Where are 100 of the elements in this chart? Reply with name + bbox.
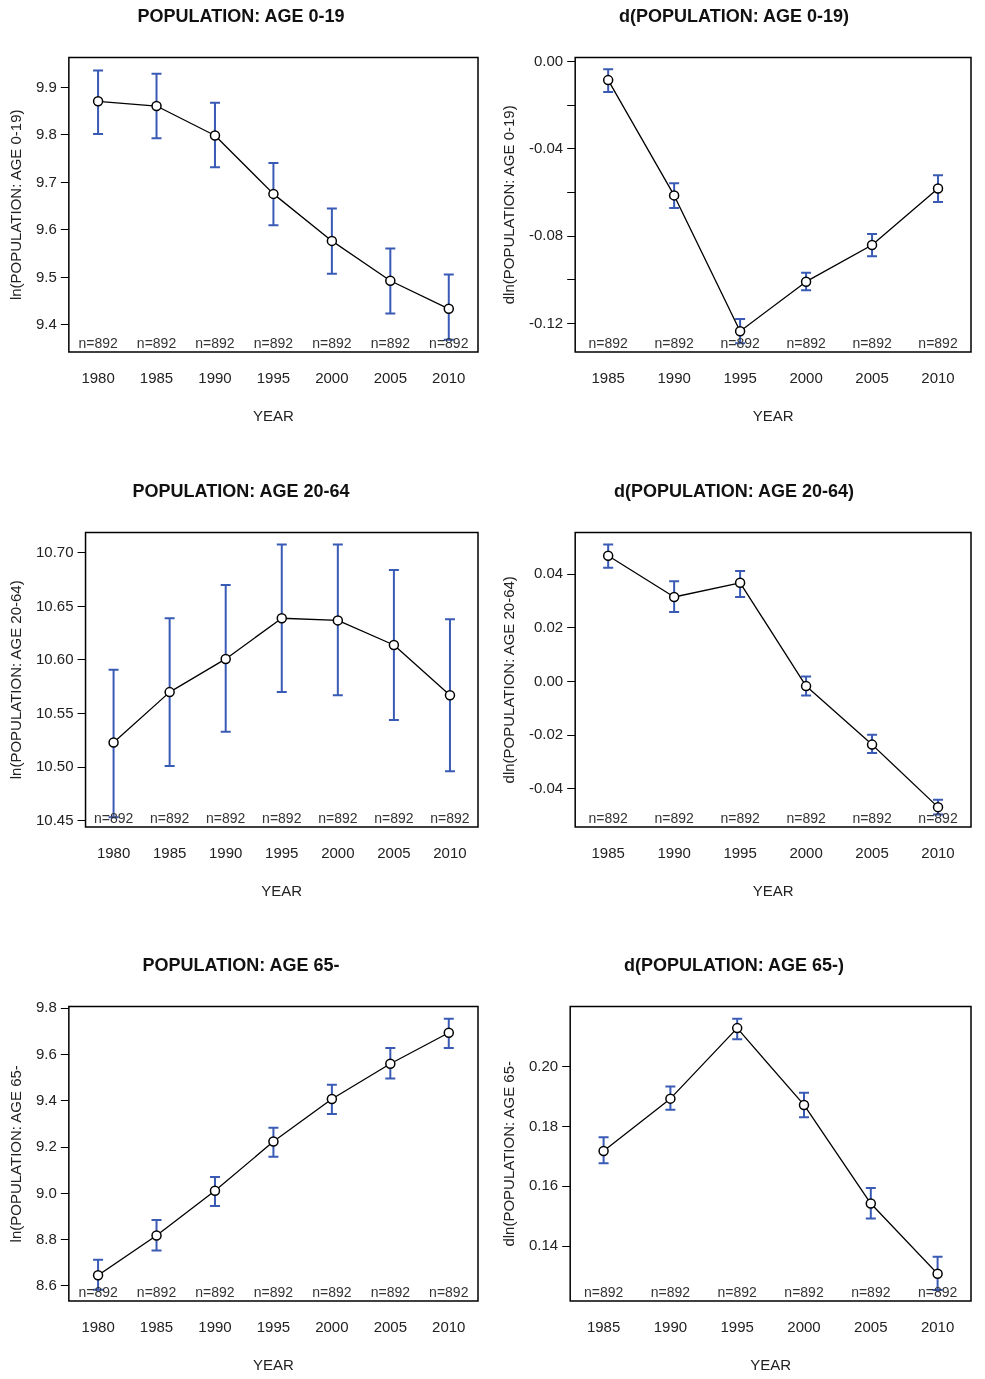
point bbox=[800, 276, 812, 287]
point bbox=[151, 1230, 162, 1241]
chart-title: POPULATION: AGE 0-19 bbox=[137, 5, 345, 26]
x-axis-title: YEAR bbox=[261, 882, 303, 900]
annotation: n=892 bbox=[720, 809, 760, 826]
x-axis-title: YEAR bbox=[253, 1356, 295, 1374]
point bbox=[668, 591, 680, 603]
point bbox=[665, 1093, 676, 1104]
x-tick-label: 1985 bbox=[591, 844, 625, 862]
point bbox=[800, 680, 812, 692]
x-tick-label: 1995 bbox=[256, 369, 291, 387]
annotation: n=892 bbox=[918, 334, 958, 351]
y-tick-label: 10.70 bbox=[35, 543, 74, 561]
y-axis-title: ln(POPULATION: AGE 20-64) bbox=[7, 580, 25, 780]
x-tick-label: 2000 bbox=[321, 844, 355, 862]
x-tick-label: 2000 bbox=[787, 1318, 821, 1336]
y-tick-label: 8.6 bbox=[35, 1276, 57, 1294]
annotation: n=892 bbox=[851, 1283, 891, 1300]
annotation: n=892 bbox=[852, 809, 892, 826]
y-axis-title: dln(POPULATION: AGE 65- bbox=[500, 1060, 518, 1247]
y-tick-label: 0.04 bbox=[533, 564, 564, 582]
annotation: n=892 bbox=[370, 334, 411, 351]
y-tick-label: -0.08 bbox=[528, 226, 564, 244]
point bbox=[932, 183, 944, 194]
annotation: n=892 bbox=[720, 334, 760, 351]
y-tick-label: 0.00 bbox=[533, 51, 564, 69]
point bbox=[164, 686, 175, 698]
point bbox=[443, 303, 455, 315]
annotation: n=892 bbox=[918, 809, 958, 826]
annotation: n=892 bbox=[312, 334, 352, 351]
y-tick-label: 10.65 bbox=[35, 596, 74, 614]
x-tick-label: 2010 bbox=[433, 844, 467, 862]
y-tick-label: 8.8 bbox=[35, 1229, 57, 1247]
x-tick-label: 1980 bbox=[96, 844, 131, 862]
chart-title: d(POPULATION: AGE 0-19) bbox=[618, 5, 850, 26]
chart-title: POPULATION: AGE 20-64 bbox=[132, 480, 350, 501]
point bbox=[209, 1185, 221, 1197]
annotation: n=892 bbox=[588, 809, 629, 826]
point bbox=[866, 239, 878, 251]
point bbox=[866, 739, 878, 750]
x-tick-label: 1985 bbox=[139, 369, 174, 387]
point bbox=[209, 130, 221, 141]
point bbox=[276, 612, 288, 624]
point bbox=[388, 639, 400, 651]
annotation: n=892 bbox=[588, 334, 629, 351]
y-tick-label: 9.6 bbox=[35, 1044, 57, 1062]
x-tick-label: 1995 bbox=[723, 844, 757, 862]
point bbox=[444, 690, 456, 701]
y-tick-label: -0.04 bbox=[528, 139, 564, 157]
x-tick-label: 2010 bbox=[921, 844, 955, 862]
chart-title: d(POPULATION: AGE 65-) bbox=[624, 954, 844, 975]
point bbox=[108, 737, 119, 748]
y-tick-label: 10.60 bbox=[35, 650, 74, 668]
x-tick-label: 1995 bbox=[256, 1318, 291, 1336]
annotation: n=892 bbox=[786, 809, 826, 826]
x-tick-label: 2005 bbox=[855, 369, 889, 387]
annotation: n=892 bbox=[93, 809, 134, 826]
y-tick-label: 9.4 bbox=[35, 1090, 57, 1108]
x-tick-label: 2010 bbox=[921, 369, 955, 387]
annotation: n=892 bbox=[312, 1283, 352, 1300]
y-tick-label: 0.14 bbox=[528, 1236, 559, 1254]
annotation: n=892 bbox=[370, 1283, 411, 1300]
annotation: n=892 bbox=[583, 1283, 624, 1300]
annotation: n=892 bbox=[253, 334, 294, 351]
annotation: n=892 bbox=[136, 1283, 177, 1300]
point bbox=[932, 1268, 943, 1280]
point bbox=[385, 1058, 396, 1070]
x-tick-label: 2005 bbox=[377, 844, 411, 862]
point bbox=[332, 615, 344, 626]
y-tick-label: -0.12 bbox=[528, 313, 564, 331]
annotation: n=892 bbox=[654, 334, 695, 351]
x-tick-label: 2010 bbox=[432, 369, 466, 387]
x-tick-label: 2005 bbox=[854, 1318, 888, 1336]
x-tick-label: 2000 bbox=[315, 1318, 349, 1336]
x-tick-label: 1985 bbox=[586, 1318, 621, 1336]
x-tick-label: 2005 bbox=[855, 844, 889, 862]
x-tick-label: 1990 bbox=[657, 369, 691, 387]
y-axis-title: ln(POPULATION: AGE 65- bbox=[7, 1065, 25, 1243]
y-tick-label: 0.18 bbox=[528, 1116, 559, 1134]
x-tick-label: 2005 bbox=[373, 1318, 408, 1336]
point bbox=[598, 1145, 609, 1157]
y-tick-label: 9.8 bbox=[35, 125, 57, 143]
point bbox=[151, 100, 162, 112]
point bbox=[731, 1022, 743, 1034]
point bbox=[602, 550, 614, 561]
x-tick-label: 1990 bbox=[653, 1318, 688, 1336]
y-tick-label: -0.02 bbox=[528, 725, 564, 743]
annotation: n=892 bbox=[136, 334, 177, 351]
annotation: n=892 bbox=[430, 809, 470, 826]
annotation: n=892 bbox=[78, 334, 118, 351]
point bbox=[734, 326, 746, 337]
y-axis-title: dln(POPULATION: AGE 0-19) bbox=[500, 105, 518, 305]
x-tick-label: 1990 bbox=[198, 369, 232, 387]
point bbox=[668, 190, 680, 201]
y-tick-label: 9.4 bbox=[35, 315, 57, 333]
x-tick-label: 1985 bbox=[139, 1318, 174, 1336]
y-tick-label: 9.2 bbox=[35, 1137, 57, 1155]
annotation: n=892 bbox=[253, 1283, 294, 1300]
annotation: n=892 bbox=[262, 809, 302, 826]
annotation: n=892 bbox=[195, 334, 235, 351]
